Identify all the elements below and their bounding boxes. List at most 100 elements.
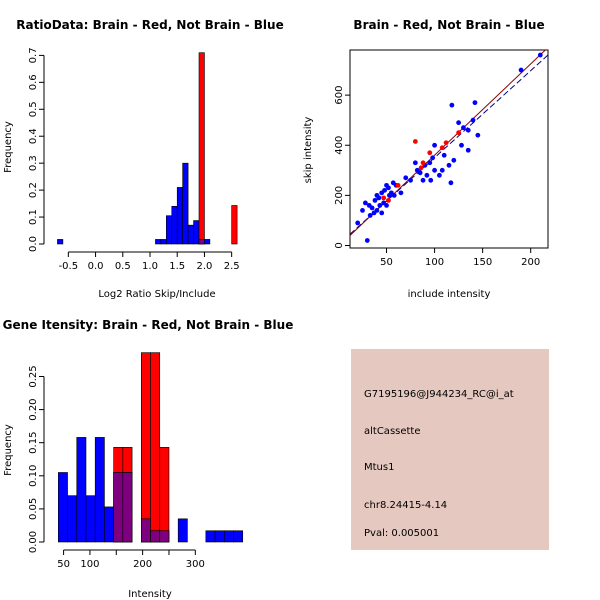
p-value: Pval: 0.005001 — [364, 528, 439, 539]
scatter-point-red-0 — [381, 195, 387, 201]
scatter-point-blue-3 — [364, 238, 370, 243]
scatter-point-blue-2 — [362, 200, 368, 206]
intensity-bar-notbrain-5 — [104, 506, 114, 543]
intensity-y-tick-label-3: 0.15 — [28, 432, 39, 454]
event-type: altCassette — [364, 426, 421, 437]
intensity-bar-notbrain-16 — [205, 530, 216, 543]
scatter-point-blue-35 — [428, 177, 434, 183]
ratio-x-tick-label-2: 0.5 — [115, 261, 131, 272]
scatter-point-blue-51 — [470, 117, 476, 123]
intensity-bar-notbrain-18 — [223, 530, 234, 543]
intensity-bar-overlap-6 — [113, 472, 124, 543]
scatter-point-blue-1 — [360, 208, 365, 213]
ratio-bar-notbrain-20 — [166, 215, 173, 245]
scatter-point-blue-40 — [439, 167, 445, 173]
scatter-point-blue-45 — [451, 157, 457, 163]
intensity-bar-notbrain-2 — [76, 437, 87, 543]
scatter-point-blue-38 — [432, 142, 437, 148]
scatter-point-blue-16 — [382, 187, 388, 193]
probe-id: G7195196@J944234_RC@i_at — [364, 389, 514, 400]
ratio-bar-notbrain-0 — [57, 239, 64, 245]
scatter-point-blue-36 — [430, 155, 436, 161]
scatter-point-blue-27 — [408, 177, 413, 183]
ratio-bar-notbrain-27 — [204, 239, 211, 245]
scatter-point-blue-25 — [398, 190, 404, 196]
genomic-location: chr8.24415-4.14 — [364, 500, 447, 511]
scatter-y-axis: 0 200 400 600 — [334, 86, 350, 249]
scatter-point-blue-46 — [456, 120, 462, 126]
scatter-x-tick-label-0: 50 — [380, 257, 393, 268]
scatter-y-tick-label-3: 600 — [334, 86, 345, 105]
ratio-x-tick-label-4: 1.5 — [169, 261, 185, 272]
ratio-xlabel: Log2 Ratio Skip/Include — [98, 289, 215, 300]
scatter-x-axis: 50 100 150 200 — [380, 248, 540, 268]
scatter-point-blue-10 — [374, 208, 380, 213]
scatter-x-tick-label-1: 100 — [425, 257, 444, 268]
scatter-point-red-2 — [395, 182, 401, 188]
ratio-x-tick-label-3: 1.0 — [142, 261, 158, 272]
scatter-point-red-4 — [418, 165, 424, 171]
scatter-xlabel: include intensity — [408, 289, 491, 300]
scatter-point-blue-34 — [427, 160, 433, 166]
scatter-point-blue-31 — [420, 177, 426, 183]
intensity-bar-notbrain-3 — [85, 495, 96, 543]
intensity-title: Gene Itensity: Brain - Red, Not Brain - … — [3, 318, 294, 332]
ratio-bar-notbrain-22 — [176, 187, 183, 245]
scatter-point-blue-53 — [475, 132, 481, 138]
intensity-bar-notbrain-0 — [58, 472, 68, 543]
intensity-bar-brain-11 — [159, 447, 170, 543]
ratio-bar-notbrain-21 — [171, 205, 178, 245]
intensity-bar-brain-10 — [150, 352, 161, 543]
ratio-y-axis: 0.0 0.1 0.2 0.3 0.4 0.5 0.6 0.7 — [28, 47, 45, 252]
ratio-y-tick-label-6: 0.6 — [28, 74, 39, 90]
scatter-point-blue-41 — [441, 152, 447, 158]
ratio-y-tick-label-3: 0.3 — [28, 155, 39, 171]
intensity-y-tick-label-5: 0.25 — [28, 365, 39, 387]
scatter-point-blue-52 — [472, 100, 478, 106]
intensity-bar-overlap-9 — [141, 518, 151, 543]
intensity-bar-brain-9 — [141, 352, 151, 543]
scatter-point-blue-30 — [417, 170, 423, 176]
scatter-point-blue-55 — [537, 52, 543, 58]
scatter-point-blue-54 — [518, 67, 524, 73]
scatter-y-tick-label-0: 0 — [334, 242, 345, 248]
intensity-bar-overlap-10 — [150, 530, 161, 543]
intensity-x-tick-label-1: 100 — [80, 559, 99, 570]
scatter-point-blue-50 — [465, 127, 471, 133]
scatter-point-red-1 — [386, 197, 391, 203]
scatter-point-blue-6 — [369, 205, 375, 211]
ratio-title: RatioData: Brain - Red, Not Brain - Blue — [16, 18, 283, 32]
scatter-point-blue-43 — [448, 180, 454, 186]
ratio-y-tick-label-0: 0.0 — [28, 236, 39, 252]
scatter-point-blue-48 — [461, 125, 466, 131]
gene-symbol: Mtus1 — [364, 462, 394, 473]
scatter-point-blue-14 — [379, 210, 385, 216]
scatter-point-red-9 — [456, 130, 462, 136]
intensity-bar-notbrain-4 — [94, 437, 105, 543]
ratio-y-tick-label-1: 0.1 — [28, 209, 39, 225]
scatter-point-blue-0 — [355, 220, 361, 226]
ratio-bar-notbrain-19 — [160, 239, 167, 245]
ratio-bar-notbrain-23 — [182, 162, 189, 245]
scatter-point-blue-42 — [446, 162, 452, 168]
ratio-x-axis: -0.5 0.0 0.5 1.0 1.5 2.0 2.5 — [59, 251, 240, 272]
intensity-x-tick-label-0: 50 — [57, 559, 70, 570]
intensity-bar-notbrain-17 — [214, 530, 225, 543]
scatter-point-blue-19 — [386, 185, 391, 191]
ratio-bar-brain-26 — [198, 52, 205, 245]
ratio-ylabel: Frequency — [3, 121, 14, 173]
intensity-x-tick-label-3: 300 — [186, 559, 205, 570]
intensity-x-axis: 50 100 200 300 — [57, 549, 205, 570]
scatter-point-blue-18 — [384, 202, 389, 208]
info-panel-background — [351, 349, 549, 550]
ratio-x-tick-label-6: 2.5 — [224, 261, 240, 272]
scatter-point-blue-12 — [377, 202, 383, 208]
ratio-y-tick-label-4: 0.4 — [28, 128, 39, 144]
intensity-y-tick-label-1: 0.05 — [28, 498, 39, 520]
ratio-y-tick-label-2: 0.2 — [28, 182, 39, 198]
scatter-point-red-5 — [420, 160, 426, 166]
scatter-point-red-3 — [412, 139, 418, 144]
scatter-point-blue-39 — [436, 172, 442, 178]
scatter-point-red-6 — [427, 150, 433, 156]
intensity-x-tick-label-2: 200 — [133, 559, 152, 570]
